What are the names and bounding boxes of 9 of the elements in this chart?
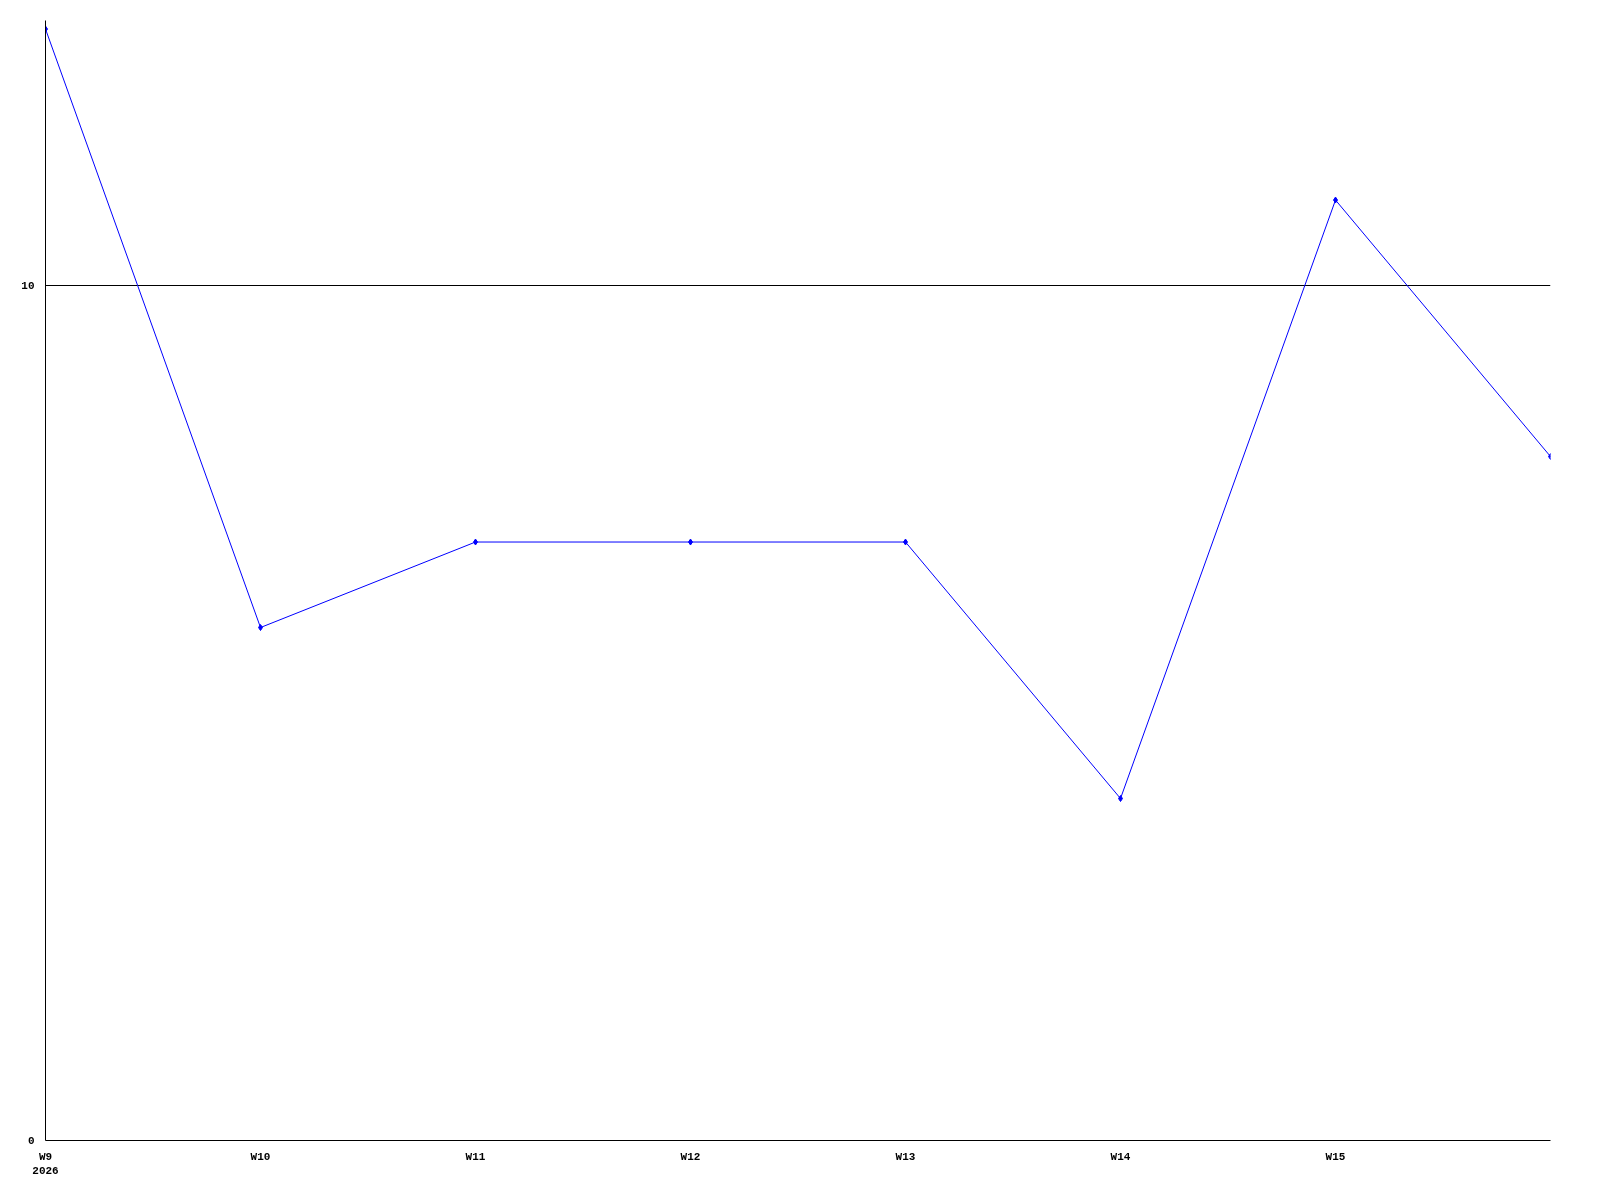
x-tick-label: W10 bbox=[250, 1150, 271, 1163]
x-tick-label: W11 bbox=[465, 1150, 486, 1163]
y-tick-label: 0 bbox=[27, 1135, 35, 1147]
y-tick-label: 10 bbox=[21, 280, 35, 293]
x-tick-label: W15 bbox=[1325, 1150, 1346, 1163]
x-tick-label: W9 2026 bbox=[32, 1150, 59, 1177]
x-tick-label: W13 bbox=[895, 1150, 916, 1163]
x-tick-label: W14 bbox=[1110, 1150, 1131, 1163]
x-tick-label: W12 bbox=[680, 1150, 701, 1163]
